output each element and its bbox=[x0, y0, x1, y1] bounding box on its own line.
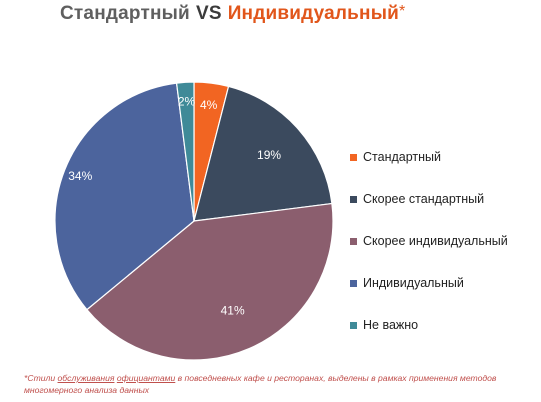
title-asterisk: * bbox=[399, 3, 406, 20]
title-part-individual: Индивидуальный bbox=[227, 3, 400, 24]
title-vs: VS bbox=[195, 3, 222, 24]
pie-data-label-2: 19% bbox=[257, 148, 281, 162]
title-part-standard: Стандартный bbox=[60, 3, 190, 24]
footnote-text-post: в повседневных кафе и ресторанах, выделе… bbox=[24, 373, 497, 395]
footnote-text-pre: Стили bbox=[27, 373, 58, 383]
legend-swatch-1 bbox=[350, 153, 357, 161]
footnote-underlined-service: обслуживания bbox=[57, 373, 115, 383]
pie-data-label-4: 34% bbox=[68, 169, 92, 183]
chart-legend: Стандартный Скорее стандартный Скорее инди… bbox=[350, 136, 535, 346]
legend-label-5: Не важно bbox=[363, 318, 419, 332]
pie-slice-5 bbox=[175, 81, 195, 222]
pie-slice-3 bbox=[86, 202, 334, 361]
pie-slice-2 bbox=[193, 85, 333, 222]
legend-item-5: Не важно bbox=[350, 304, 535, 346]
footnote-underlined-waiters: официантами bbox=[116, 373, 176, 383]
legend-item-1: Стандартный bbox=[350, 136, 535, 178]
legend-swatch-5 bbox=[350, 321, 357, 329]
legend-swatch-4 bbox=[350, 279, 357, 287]
legend-swatch-3 bbox=[350, 237, 357, 245]
legend-item-3: Скорее индивидуальный bbox=[350, 220, 535, 262]
footnote: *Стили обслуживания официантами в повсед… bbox=[24, 372, 524, 396]
pie-slice-4 bbox=[54, 82, 195, 311]
pie-data-label-5: 2% bbox=[178, 95, 196, 109]
pie-data-label-1: 4% bbox=[200, 98, 218, 112]
footnote-asterisk: * bbox=[24, 373, 28, 383]
legend-label-4: Индивидуальный bbox=[363, 276, 464, 290]
legend-swatch-2 bbox=[350, 195, 357, 203]
legend-item-2: Скорее стандартный bbox=[350, 178, 535, 220]
chart-title: Стандартный VS Индивидуальный* bbox=[60, 3, 405, 25]
legend-item-4: Индивидуальный bbox=[350, 262, 535, 304]
pie-data-label-3: 41% bbox=[221, 303, 245, 317]
legend-label-3: Скорее индивидуальный bbox=[363, 234, 508, 248]
legend-label-2: Скорее стандартный bbox=[363, 192, 485, 206]
legend-label-1: Стандартный bbox=[363, 150, 441, 164]
